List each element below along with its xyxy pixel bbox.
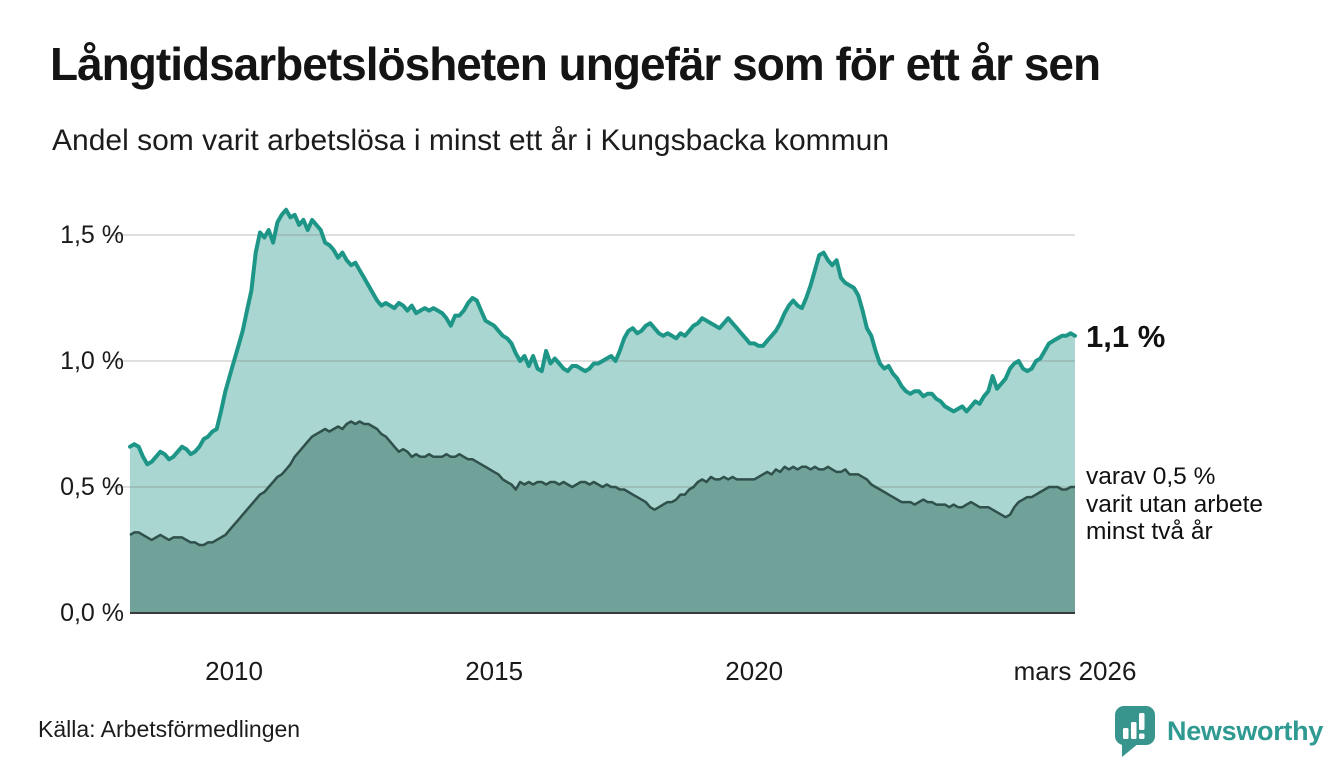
source-note: Källa: Arbetsförmedlingen [38, 716, 301, 742]
y-tick-label: 0,0 % [60, 599, 124, 627]
y-tick-label: 1,0 % [60, 347, 124, 375]
page-title: Långtidsarbetslösheten ungefär som för e… [50, 38, 1101, 90]
series-1yr-line [128, 207, 1077, 467]
page-subtitle: Andel som varit arbetslösa i minst ett å… [52, 124, 890, 157]
two-year-note-line: varav 0,5 % [1086, 463, 1216, 490]
y-tick-label: 0,5 % [60, 473, 124, 501]
x-tick-label: mars 2026 [1013, 656, 1137, 686]
y-tick-label: 1,5 % [60, 221, 124, 249]
series-2yr-area [130, 421, 1075, 613]
latest-value-label: 1,1 % [1086, 319, 1166, 354]
x-tick-label: 2015 [465, 656, 524, 686]
two-year-note-line: varit utan arbete [1086, 490, 1264, 518]
newsworthy-logo: Newsworthy [1112, 704, 1323, 758]
brand-name: Newsworthy [1167, 715, 1324, 746]
x-tick-label: 2020 [725, 656, 784, 686]
newsworthy-bubble-chart-icon [1115, 706, 1155, 757]
x-tick-label: 2010 [205, 656, 263, 686]
two-year-note-line: minst två år [1086, 518, 1213, 545]
two-year-note: varav 0,5 % varit utan arbete minst två … [1086, 463, 1326, 546]
series-2yr-line [129, 420, 1075, 547]
